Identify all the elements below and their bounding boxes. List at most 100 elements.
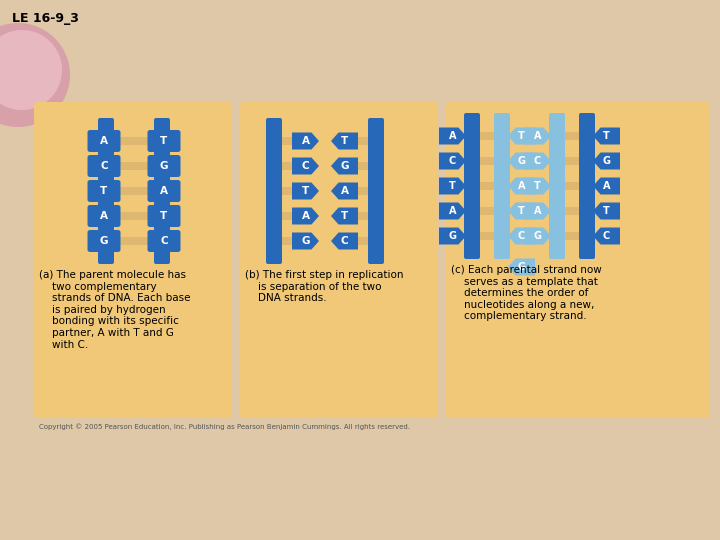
Text: C: C — [302, 161, 310, 171]
Text: (a) The parent molecule has
    two complementary
    strands of DNA. Each base
: (a) The parent molecule has two compleme… — [39, 270, 191, 349]
Polygon shape — [439, 202, 466, 219]
Text: T: T — [603, 131, 610, 141]
Polygon shape — [593, 127, 620, 145]
Bar — [280, 137, 292, 145]
FancyBboxPatch shape — [266, 118, 282, 264]
Text: A: A — [449, 131, 456, 141]
Polygon shape — [593, 178, 620, 194]
Polygon shape — [292, 233, 319, 249]
FancyBboxPatch shape — [34, 102, 232, 418]
Bar — [563, 182, 581, 190]
Text: G: G — [160, 161, 168, 171]
Text: A: A — [100, 136, 108, 146]
Polygon shape — [331, 233, 358, 249]
Text: T: T — [161, 136, 168, 146]
Polygon shape — [292, 158, 319, 174]
FancyBboxPatch shape — [446, 102, 710, 418]
Polygon shape — [331, 183, 358, 199]
Polygon shape — [593, 227, 620, 245]
Text: LE 16-9_3: LE 16-9_3 — [12, 12, 79, 25]
Text: C: C — [100, 161, 108, 171]
Text: T: T — [341, 211, 348, 221]
FancyBboxPatch shape — [148, 180, 181, 202]
Bar — [358, 162, 370, 170]
Polygon shape — [508, 202, 535, 219]
Text: C: C — [518, 231, 525, 241]
Bar — [478, 232, 496, 240]
Text: G: G — [518, 156, 526, 166]
FancyBboxPatch shape — [88, 180, 120, 202]
Bar — [358, 237, 370, 245]
Text: A: A — [100, 211, 108, 221]
FancyBboxPatch shape — [98, 118, 114, 264]
Polygon shape — [331, 132, 358, 150]
Text: A: A — [302, 136, 310, 146]
Text: A: A — [341, 186, 348, 196]
Text: C: C — [534, 156, 541, 166]
Text: T: T — [449, 181, 456, 191]
Bar — [478, 132, 496, 140]
FancyBboxPatch shape — [549, 113, 565, 259]
Text: A: A — [449, 206, 456, 216]
Bar — [358, 212, 370, 220]
FancyBboxPatch shape — [368, 118, 384, 264]
Bar — [112, 137, 156, 145]
Polygon shape — [524, 227, 551, 245]
Bar — [280, 187, 292, 195]
Text: A: A — [603, 181, 611, 191]
Text: A: A — [302, 211, 310, 221]
Bar — [478, 207, 496, 215]
Bar — [563, 232, 581, 240]
FancyBboxPatch shape — [579, 113, 595, 259]
FancyBboxPatch shape — [148, 155, 181, 177]
Text: T: T — [603, 206, 610, 216]
FancyBboxPatch shape — [494, 113, 510, 259]
FancyBboxPatch shape — [148, 205, 181, 227]
Bar — [478, 182, 496, 190]
Bar — [358, 137, 370, 145]
FancyBboxPatch shape — [88, 205, 120, 227]
Polygon shape — [331, 207, 358, 225]
FancyBboxPatch shape — [148, 230, 181, 252]
Bar — [358, 187, 370, 195]
Bar — [112, 212, 156, 220]
Polygon shape — [508, 178, 535, 194]
Text: G: G — [518, 262, 526, 272]
Polygon shape — [524, 127, 551, 145]
Text: T: T — [518, 131, 525, 141]
FancyBboxPatch shape — [88, 130, 120, 152]
Text: A: A — [518, 181, 526, 191]
Text: G: G — [534, 231, 541, 241]
Bar — [563, 157, 581, 165]
Polygon shape — [524, 152, 551, 170]
Text: A: A — [534, 131, 541, 141]
Polygon shape — [439, 152, 466, 170]
Polygon shape — [508, 259, 535, 275]
FancyBboxPatch shape — [154, 118, 170, 264]
Text: T: T — [302, 186, 309, 196]
Circle shape — [0, 23, 70, 127]
FancyBboxPatch shape — [464, 113, 480, 259]
Text: T: T — [100, 186, 107, 196]
Text: (b) The first step in replication
    is separation of the two
    DNA strands.: (b) The first step in replication is sep… — [245, 270, 403, 303]
Polygon shape — [508, 127, 535, 145]
Bar — [478, 157, 496, 165]
Text: C: C — [449, 156, 456, 166]
Polygon shape — [508, 227, 535, 245]
Bar — [112, 237, 156, 245]
Text: C: C — [160, 236, 168, 246]
Polygon shape — [524, 178, 551, 194]
Text: T: T — [161, 211, 168, 221]
Polygon shape — [593, 152, 620, 170]
Text: T: T — [534, 181, 541, 191]
Text: G: G — [603, 156, 611, 166]
Bar — [112, 187, 156, 195]
Polygon shape — [292, 132, 319, 150]
Polygon shape — [331, 158, 358, 174]
Bar — [280, 237, 292, 245]
FancyBboxPatch shape — [88, 230, 120, 252]
Bar — [280, 162, 292, 170]
Text: T: T — [518, 206, 525, 216]
Polygon shape — [292, 207, 319, 225]
Polygon shape — [524, 202, 551, 219]
